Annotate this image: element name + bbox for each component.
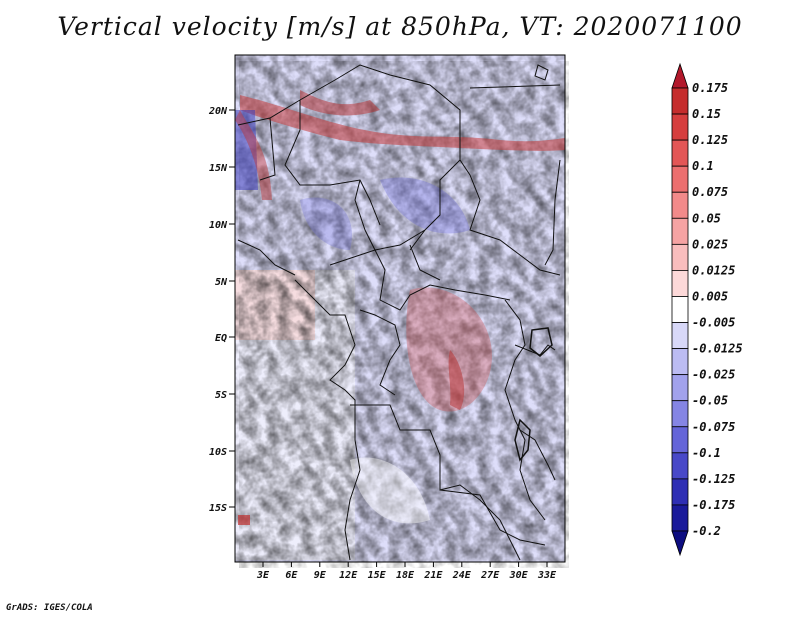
colorbar-segment xyxy=(671,530,689,557)
colorbar-label: 0.175 xyxy=(692,81,728,95)
colorbar-segment xyxy=(671,139,689,167)
lat-label: 10N xyxy=(209,220,228,231)
colorbar-label: -0.175 xyxy=(692,498,735,512)
country-borders xyxy=(237,64,561,561)
colorbar-segment xyxy=(671,348,689,376)
lat-label: 5N xyxy=(215,277,228,288)
colorbar-segment xyxy=(671,62,689,89)
lat-label: EQ xyxy=(215,333,227,344)
lon-label: 30E xyxy=(509,570,529,581)
colorbar-segment xyxy=(671,504,689,532)
colorbar-segment xyxy=(671,426,689,454)
colorbar-label: 0.075 xyxy=(692,185,728,199)
lon-label: 9E xyxy=(314,570,327,581)
colorbar-segment xyxy=(671,322,689,349)
colorbar-label: -0.025 xyxy=(692,368,735,382)
latitude-labels: 20N 15N 10N 5N EQ 5S 10S 15S xyxy=(208,106,235,514)
colorbar-segment xyxy=(671,87,689,115)
colorbar: 0.175 0.15 0.125 0.1 0.075 0.05 0.025 0.0125 0.0… xyxy=(671,62,743,557)
colorbar-label: -0.075 xyxy=(692,420,735,434)
colorbar-segment xyxy=(671,113,689,141)
lon-label: 27E xyxy=(480,570,500,581)
colorbar-label: -0.05 xyxy=(692,394,728,408)
colorbar-label: 0.005 xyxy=(692,289,728,303)
colorbar-label: 0.15 xyxy=(692,107,721,121)
colorbar-label: 0.025 xyxy=(692,237,728,251)
colorbar-label: 0.0125 xyxy=(692,263,735,277)
map-frame xyxy=(234,54,566,563)
colorbar-label: -0.0125 xyxy=(692,342,743,356)
lat-label: 10S xyxy=(209,447,227,458)
lat-label: 20N xyxy=(208,106,228,117)
colorbar-label: -0.2 xyxy=(692,524,721,538)
lon-label: 24E xyxy=(452,570,472,581)
lon-label: 6E xyxy=(285,570,298,581)
colorbar-label: -0.005 xyxy=(692,316,735,330)
colorbar-label: 0.125 xyxy=(692,133,728,147)
longitude-labels: 3E 6E 9E 12E 15E 18E 21E 24E 27E 30E 33E xyxy=(256,562,557,581)
colorbar-segment xyxy=(671,217,689,245)
colorbar-segment xyxy=(671,296,689,323)
lat-label: 15S xyxy=(209,503,227,514)
grads-credit: GrADS: IGES/COLA xyxy=(6,603,93,613)
lat-label: 5S xyxy=(215,390,227,401)
lat-label: 15N xyxy=(209,163,228,174)
colorbar-segment xyxy=(671,478,689,506)
lon-label: 3E xyxy=(256,570,270,581)
colorbar-label: 0.05 xyxy=(692,211,721,225)
lon-label: 12E xyxy=(339,570,358,581)
vertical-velocity-field xyxy=(235,55,569,568)
colorbar-segment xyxy=(671,243,689,271)
lon-label: 15E xyxy=(368,570,387,581)
colorbar-segment xyxy=(671,165,689,193)
colorbar-segment xyxy=(671,191,689,219)
colorbar-label: -0.1 xyxy=(692,446,721,460)
lon-label: 33E xyxy=(537,570,557,581)
colorbar-segment xyxy=(671,270,689,297)
colorbar-segment xyxy=(671,374,689,402)
colorbar-segment xyxy=(671,400,689,428)
colorbar-label: 0.1 xyxy=(692,159,714,173)
map-title: Vertical velocity [m/s] at 850hPa, VT: 2… xyxy=(57,12,743,41)
colorbar-label: -0.125 xyxy=(692,472,735,486)
colorbar-segment xyxy=(671,452,689,480)
lon-label: 18E xyxy=(396,570,415,581)
lon-label: 21E xyxy=(423,570,443,581)
